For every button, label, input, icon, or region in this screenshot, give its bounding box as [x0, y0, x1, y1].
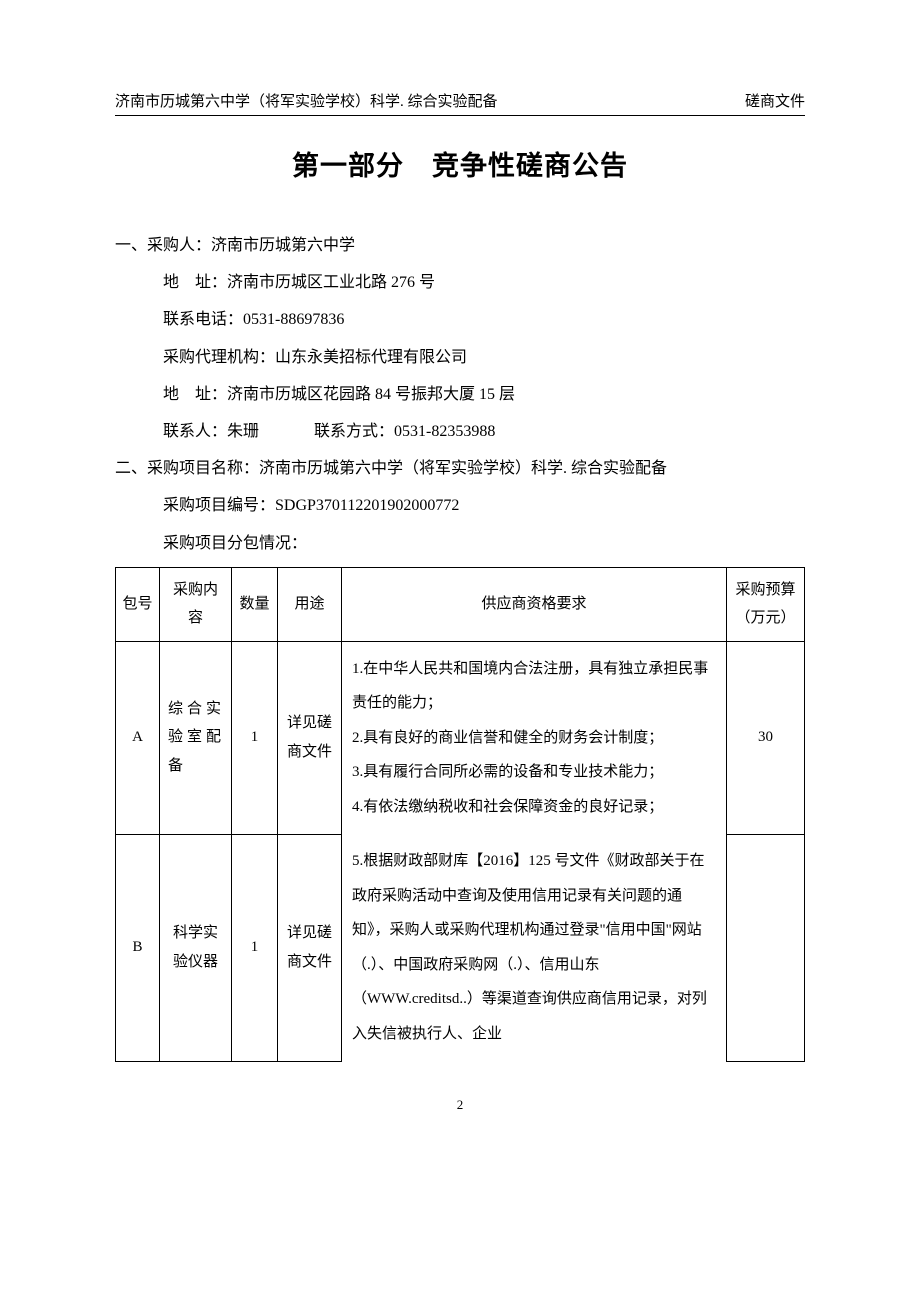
cell-qty-a: 1: [232, 641, 278, 834]
section2-project-no: 采购项目编号：SDGP370112201902000772: [115, 488, 805, 523]
agency-label: 采购代理机构：: [163, 349, 275, 366]
section1-phone: 联系电话：0531-88697836: [115, 302, 805, 337]
section1-address: 地 址：济南市历城区工业北路 276 号: [115, 265, 805, 300]
header-left: 济南市历城第六中学（将军实验学校）科学. 综合实验配备: [115, 90, 498, 111]
phone-value: 0531-88697836: [243, 311, 344, 328]
th-qty: 数量: [232, 567, 278, 641]
contact-method-label: 联系方式：: [314, 423, 394, 440]
section1-agency: 采购代理机构：山东永美招标代理有限公司: [115, 340, 805, 375]
address-label: 地 址：: [163, 274, 227, 291]
th-budget: 采购预算（万元）: [727, 567, 805, 641]
cell-budget-b: [727, 834, 805, 1061]
th-pkg: 包号: [116, 567, 160, 641]
section2-package-info: 采购项目分包情况：: [115, 526, 805, 561]
table-row: B 科学实验仪器 1 详见磋商文件 5.根据财政部财库【2016】125 号文件…: [116, 834, 805, 1061]
contact-label: 联系人：: [163, 423, 227, 440]
contact-value: 朱珊: [227, 423, 259, 440]
cell-qty-b: 1: [232, 834, 278, 1061]
project-no-label: 采购项目编号：: [163, 497, 275, 514]
cell-content-b: 科学实验仪器: [160, 834, 232, 1061]
table-header-row: 包号 采购内容 数量 用途 供应商资格要求 采购预算（万元）: [116, 567, 805, 641]
agency-address-label: 地 址：: [163, 386, 227, 403]
project-no-value: SDGP370112201902000772: [275, 497, 459, 514]
th-content: 采购内容: [160, 567, 232, 641]
cell-pkg-b: B: [116, 834, 160, 1061]
address-value: 济南市历城区工业北路 276 号: [227, 274, 435, 291]
phone-label: 联系电话：: [163, 311, 243, 328]
cell-budget-a: 30: [727, 641, 805, 834]
cell-use-a: 详见磋商文件: [278, 641, 342, 834]
section2-heading: 二、采购项目名称：济南市历城第六中学（将军实验学校）科学. 综合实验配备: [115, 451, 805, 486]
package-table: 包号 采购内容 数量 用途 供应商资格要求 采购预算（万元） A 综合实验室配备…: [115, 567, 805, 1062]
header-right: 磋商文件: [745, 90, 805, 111]
document-title: 第一部分 竞争性磋商公告: [115, 144, 805, 183]
agency-value: 山东永美招标代理有限公司: [275, 349, 467, 366]
section1-agency-address: 地 址：济南市历城区花园路 84 号振邦大厦 15 层: [115, 377, 805, 412]
cell-pkg-a: A: [116, 641, 160, 834]
agency-address-value: 济南市历城区花园路 84 号振邦大厦 15 层: [227, 386, 515, 403]
cell-req-a: 1.在中华人民共和国境内合法注册，具有独立承担民事责任的能力；2.具有良好的商业…: [342, 641, 727, 834]
page-header: 济南市历城第六中学（将军实验学校）科学. 综合实验配备 磋商文件: [115, 90, 805, 116]
cell-use-b: 详见磋商文件: [278, 834, 342, 1061]
section1-contact: 联系人：朱珊 联系方式：0531-82353988: [115, 414, 805, 449]
cell-req-b: 5.根据财政部财库【2016】125 号文件《财政部关于在政府采购活动中查询及使…: [342, 834, 727, 1061]
page-number: 2: [115, 1097, 805, 1113]
th-use: 用途: [278, 567, 342, 641]
th-req: 供应商资格要求: [342, 567, 727, 641]
cell-content-a: 综合实验室配备: [160, 641, 232, 834]
table-row: A 综合实验室配备 1 详见磋商文件 1.在中华人民共和国境内合法注册，具有独立…: [116, 641, 805, 834]
contact-method-value: 0531-82353988: [394, 423, 495, 440]
section1-heading: 一、采购人：济南市历城第六中学: [115, 228, 805, 263]
